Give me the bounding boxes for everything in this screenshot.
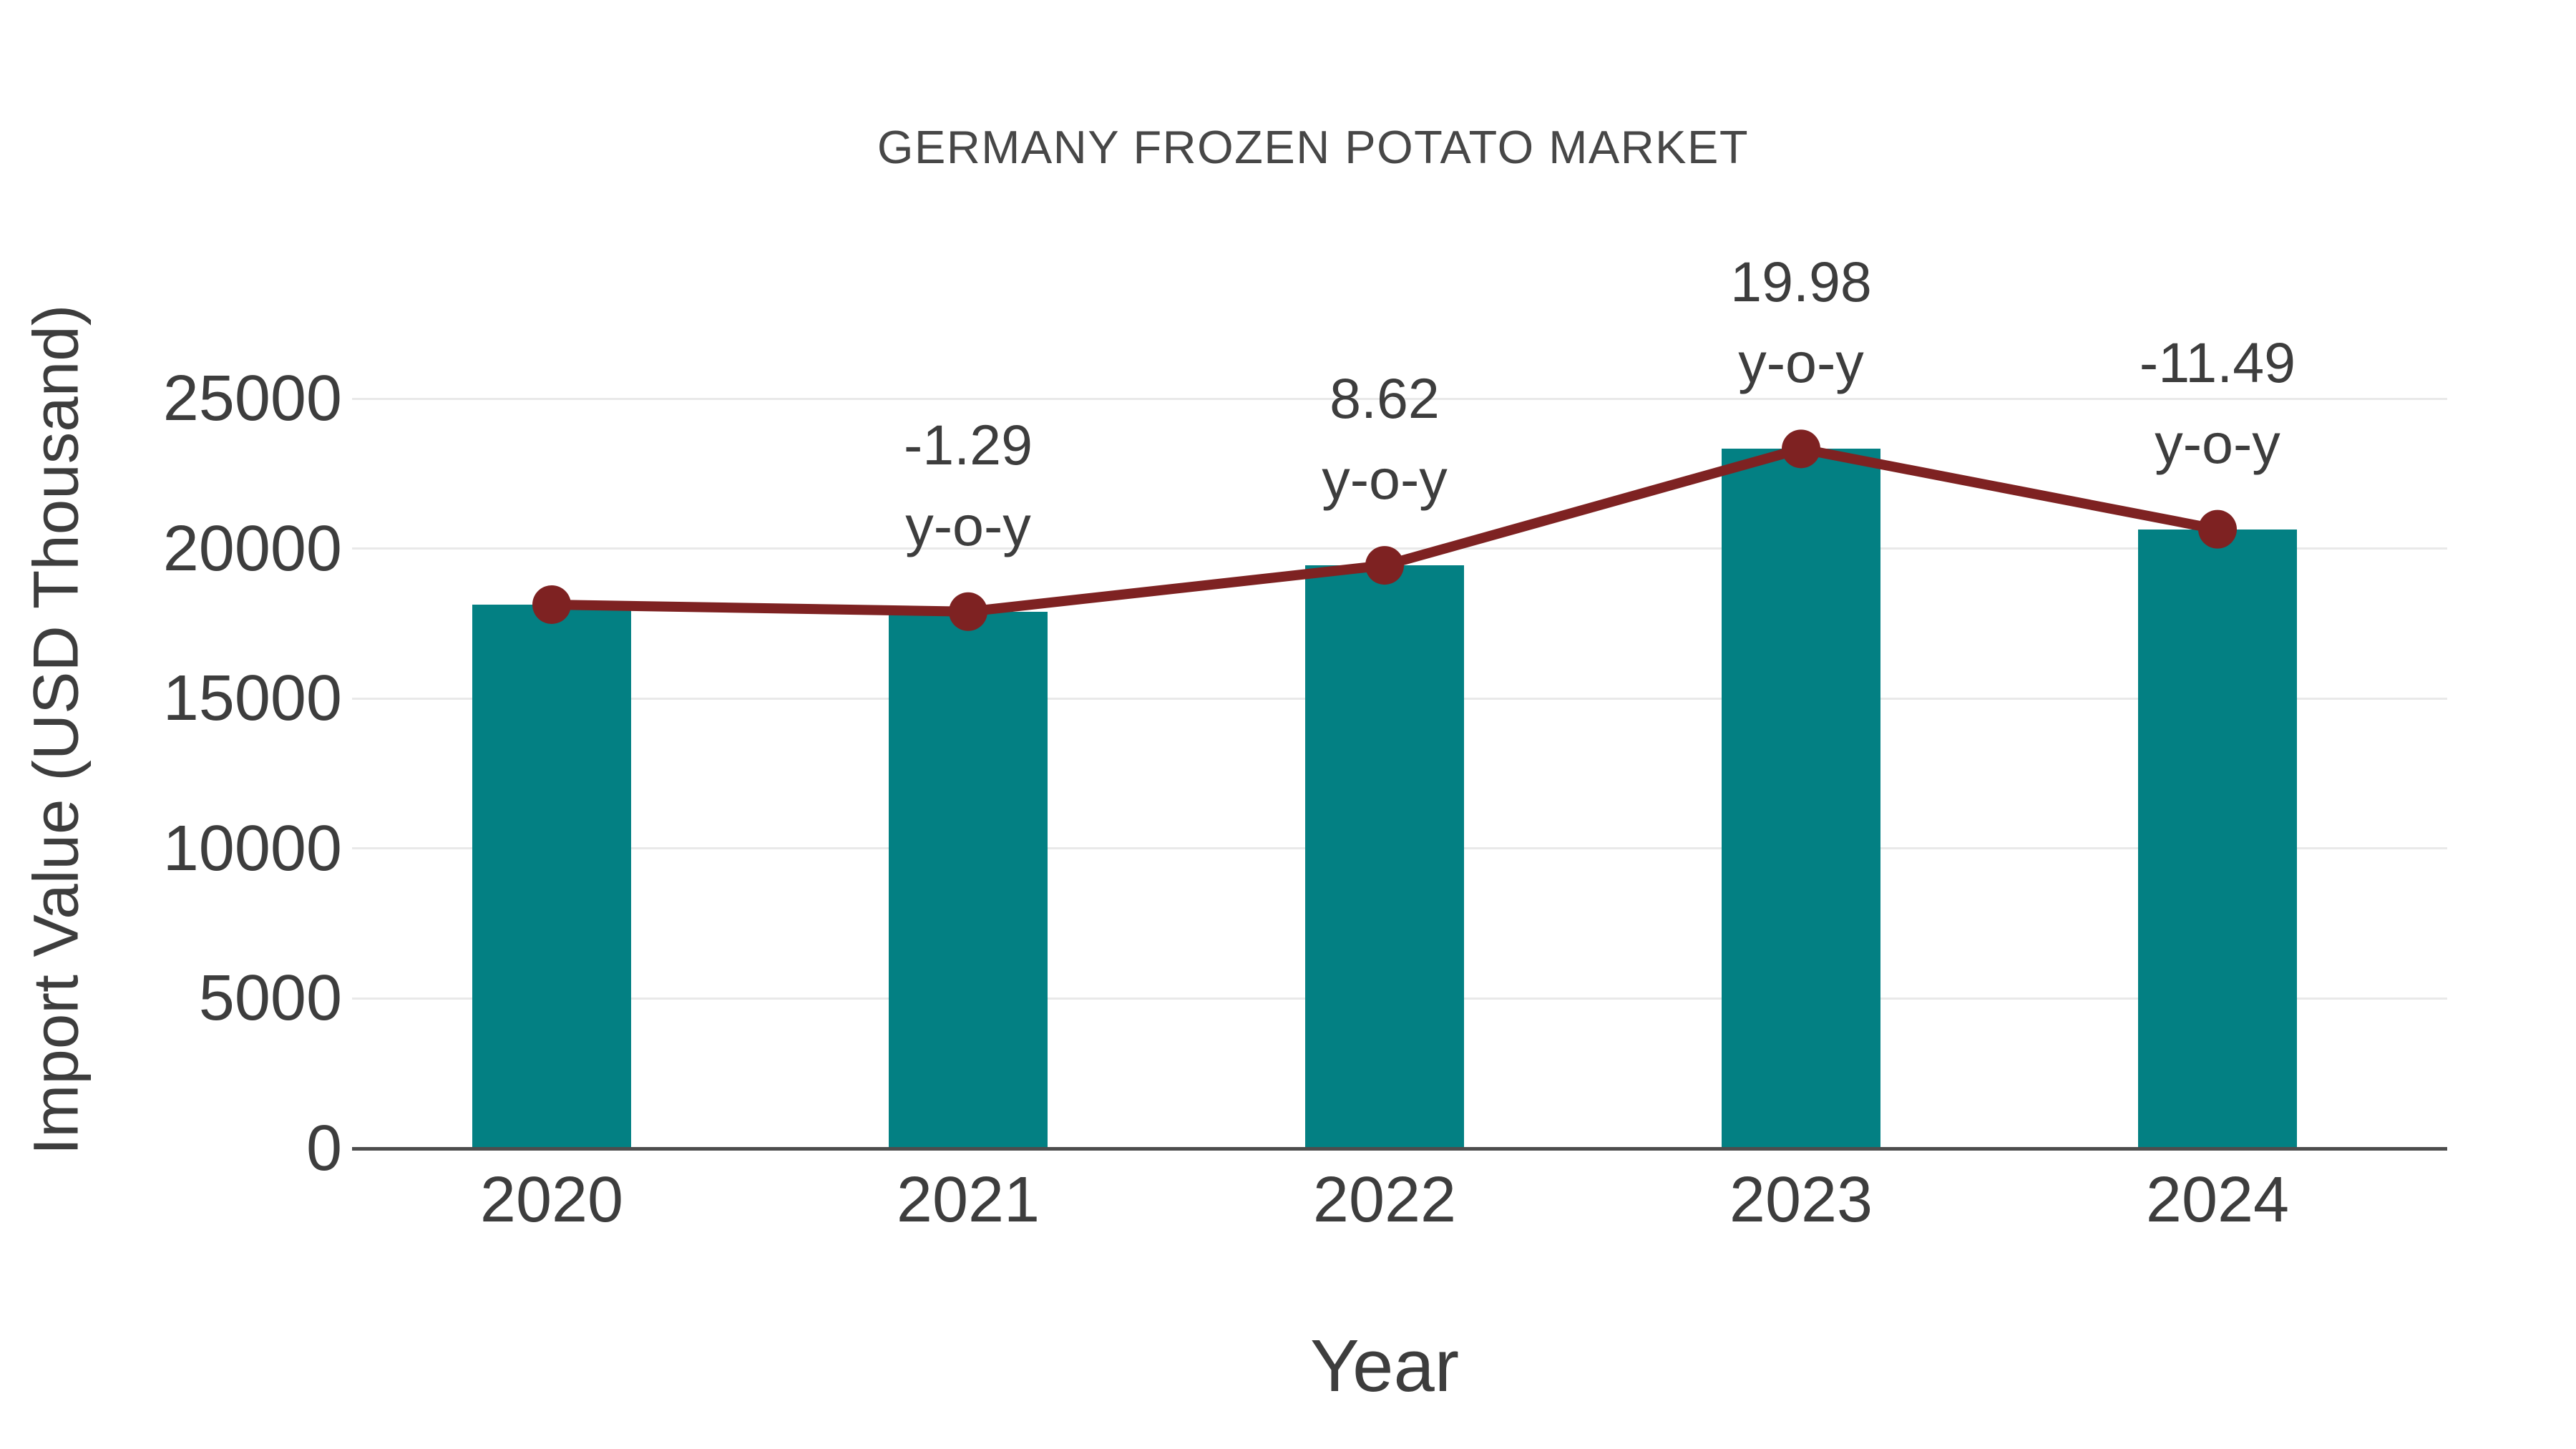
x-tick-label-2023: 2023 (1729, 1164, 1873, 1236)
annotation-2024: -11.49 y-o-y (2140, 322, 2296, 484)
x-tick-label-2022: 2022 (1312, 1164, 1457, 1236)
y-tick-label-0: 0 (306, 1113, 342, 1184)
y-tick-label-15000: 15000 (162, 663, 342, 735)
marker-2020 (532, 585, 571, 624)
bar-2023 (1722, 449, 1880, 1148)
annotation-suffix: y-o-y (2155, 411, 2280, 475)
annotation-suffix: y-o-y (1322, 447, 1448, 512)
annotation-2023: 19.98 y-o-y (1730, 241, 1872, 403)
y-tick-label-25000: 25000 (162, 363, 342, 434)
marker-2023 (1782, 429, 1820, 469)
gridline-25000 (352, 397, 2447, 400)
marker-2022 (1365, 546, 1404, 585)
annotation-value: -11.49 (2139, 330, 2296, 394)
annotation-2022: 8.62 y-o-y (1322, 358, 1448, 519)
annotation-value: 8.62 (1330, 366, 1440, 431)
annotation-value: 19.98 (1730, 250, 1872, 314)
marker-2021 (949, 592, 987, 631)
annotation-suffix: y-o-y (1738, 331, 1864, 395)
x-axis-line (352, 1147, 2447, 1151)
annotation-suffix: y-o-y (905, 493, 1031, 557)
y-tick-label-5000: 5000 (198, 962, 342, 1035)
chart-title: GERMANY FROZEN POTATO MARKET (877, 121, 1750, 173)
x-axis-title: Year (1309, 1324, 1460, 1407)
bar-2022 (1305, 565, 1464, 1148)
bar-2021 (889, 611, 1048, 1148)
bar-2024 (2138, 529, 2297, 1148)
bar-2020 (472, 604, 631, 1148)
annotation-2021: -1.29 y-o-y (904, 404, 1033, 566)
y-tick-label-20000: 20000 (162, 512, 342, 585)
y-tick-label-10000: 10000 (162, 812, 342, 884)
gridline-20000 (352, 547, 2447, 550)
x-tick-label-2021: 2021 (896, 1164, 1040, 1236)
x-tick-label-2020: 2020 (479, 1164, 624, 1236)
annotation-value: -1.29 (903, 412, 1033, 477)
marker-2024 (2198, 509, 2237, 549)
x-tick-label-2024: 2024 (2145, 1164, 2290, 1236)
